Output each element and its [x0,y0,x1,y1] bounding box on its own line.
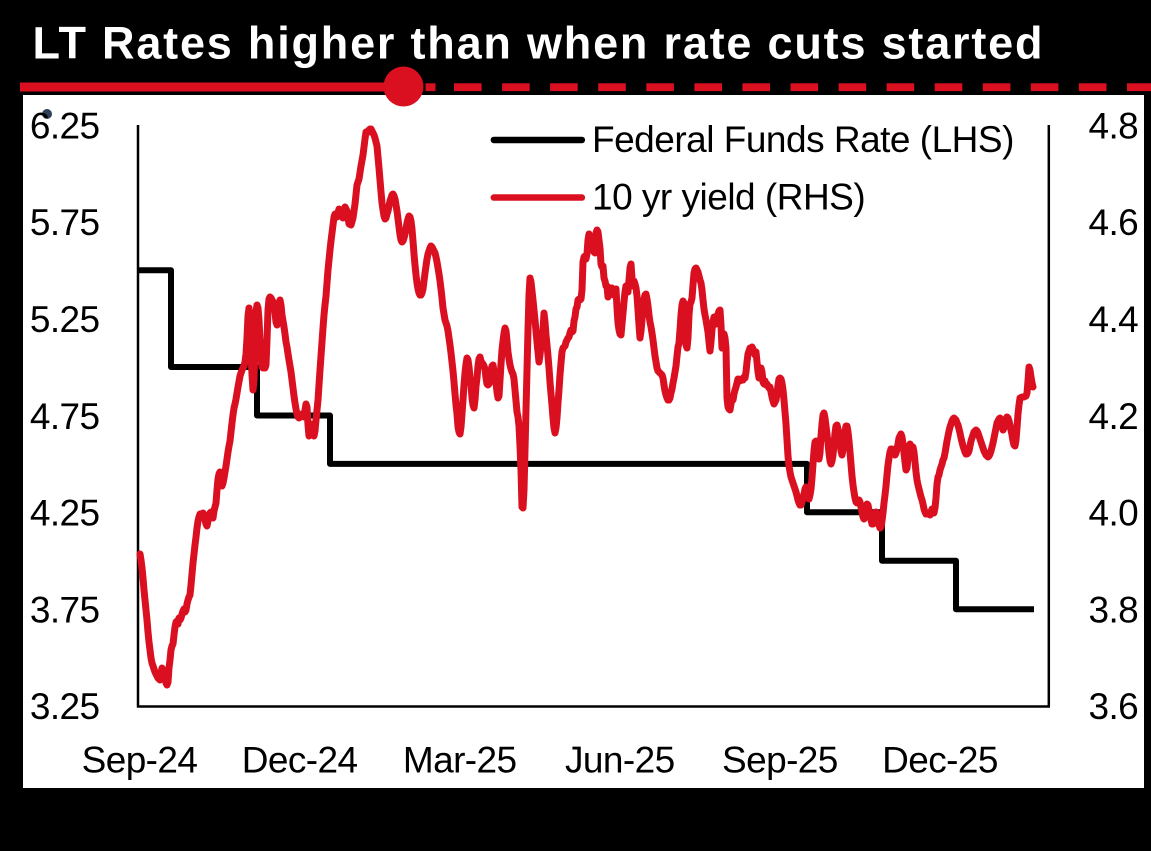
svg-text:4.0: 4.0 [1089,493,1139,534]
svg-text:6.25: 6.25 [30,105,100,146]
svg-text:5.75: 5.75 [30,202,100,243]
svg-text:4.8: 4.8 [1089,105,1139,146]
svg-text:Mar-25: Mar-25 [403,739,517,780]
svg-text:3.6: 3.6 [1089,686,1139,727]
svg-text:3.75: 3.75 [30,589,100,630]
svg-text:Dec-25: Dec-25 [882,739,998,780]
svg-text:10 yr yield (RHS): 10 yr yield (RHS) [592,177,865,218]
svg-text:4.75: 4.75 [30,396,100,437]
svg-text:Jun-25: Jun-25 [565,739,675,780]
svg-text:LT Rates higher than when rate: LT Rates higher than when rate cuts star… [33,18,1045,69]
svg-text:4.4: 4.4 [1089,299,1139,340]
svg-text:Federal Funds Rate (LHS): Federal Funds Rate (LHS) [592,119,1014,160]
svg-text:5.25: 5.25 [30,299,100,340]
svg-text:4.25: 4.25 [30,493,100,534]
svg-text:3.25: 3.25 [30,686,100,727]
svg-text:Sep-24: Sep-24 [82,739,198,780]
svg-text:4.2: 4.2 [1089,396,1139,437]
svg-text:Sep-25: Sep-25 [722,739,838,780]
svg-text:4.6: 4.6 [1089,202,1139,243]
svg-text:3.8: 3.8 [1089,589,1139,630]
svg-text:Dec-24: Dec-24 [242,739,358,780]
